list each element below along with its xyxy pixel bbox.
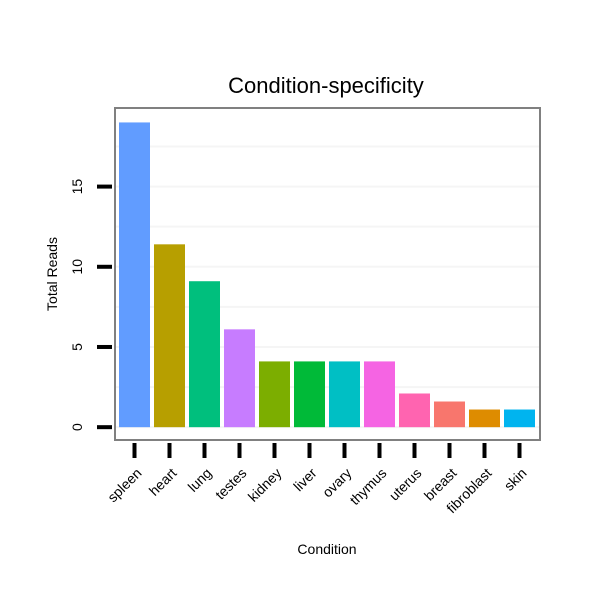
bar-ovary [329,361,360,428]
x-tick-label: liver [290,465,320,495]
chart-title: Condition-specificity [228,73,424,98]
x-tick-label: thymus [346,465,389,508]
bar-spleen [119,122,150,428]
bar-uterus [399,393,430,428]
y-tick-label: 0 [69,423,85,431]
bar-thymus [364,361,395,428]
bar-lung [189,281,220,428]
bar-breast [434,401,465,428]
y-tick-label: 15 [69,179,85,195]
y-tick-label: 5 [69,343,85,351]
bar-testes [224,329,255,428]
x-tick-label: heart [146,465,180,499]
bar-liver [294,361,325,428]
x-tick-label: lung [185,465,215,495]
bars [119,122,535,428]
x-tick-label: uterus [386,465,425,504]
y-axis-label: Total Reads [44,237,60,311]
y-tick-label: 10 [69,259,85,275]
x-axis-label: Condition [297,541,356,557]
bar-kidney [259,361,290,428]
bar-skin [504,409,535,428]
x-tick-label: spleen [104,465,144,505]
plot-panel-border [114,107,541,441]
bar-fibroblast [469,409,500,428]
x-tick-label: kidney [245,465,285,505]
y-axis: 0 5 10 15 [69,179,112,431]
x-tick-label: skin [501,465,530,494]
bar-heart [154,244,185,428]
gridlines [115,145,540,429]
x-tick-label: testes [212,465,250,503]
